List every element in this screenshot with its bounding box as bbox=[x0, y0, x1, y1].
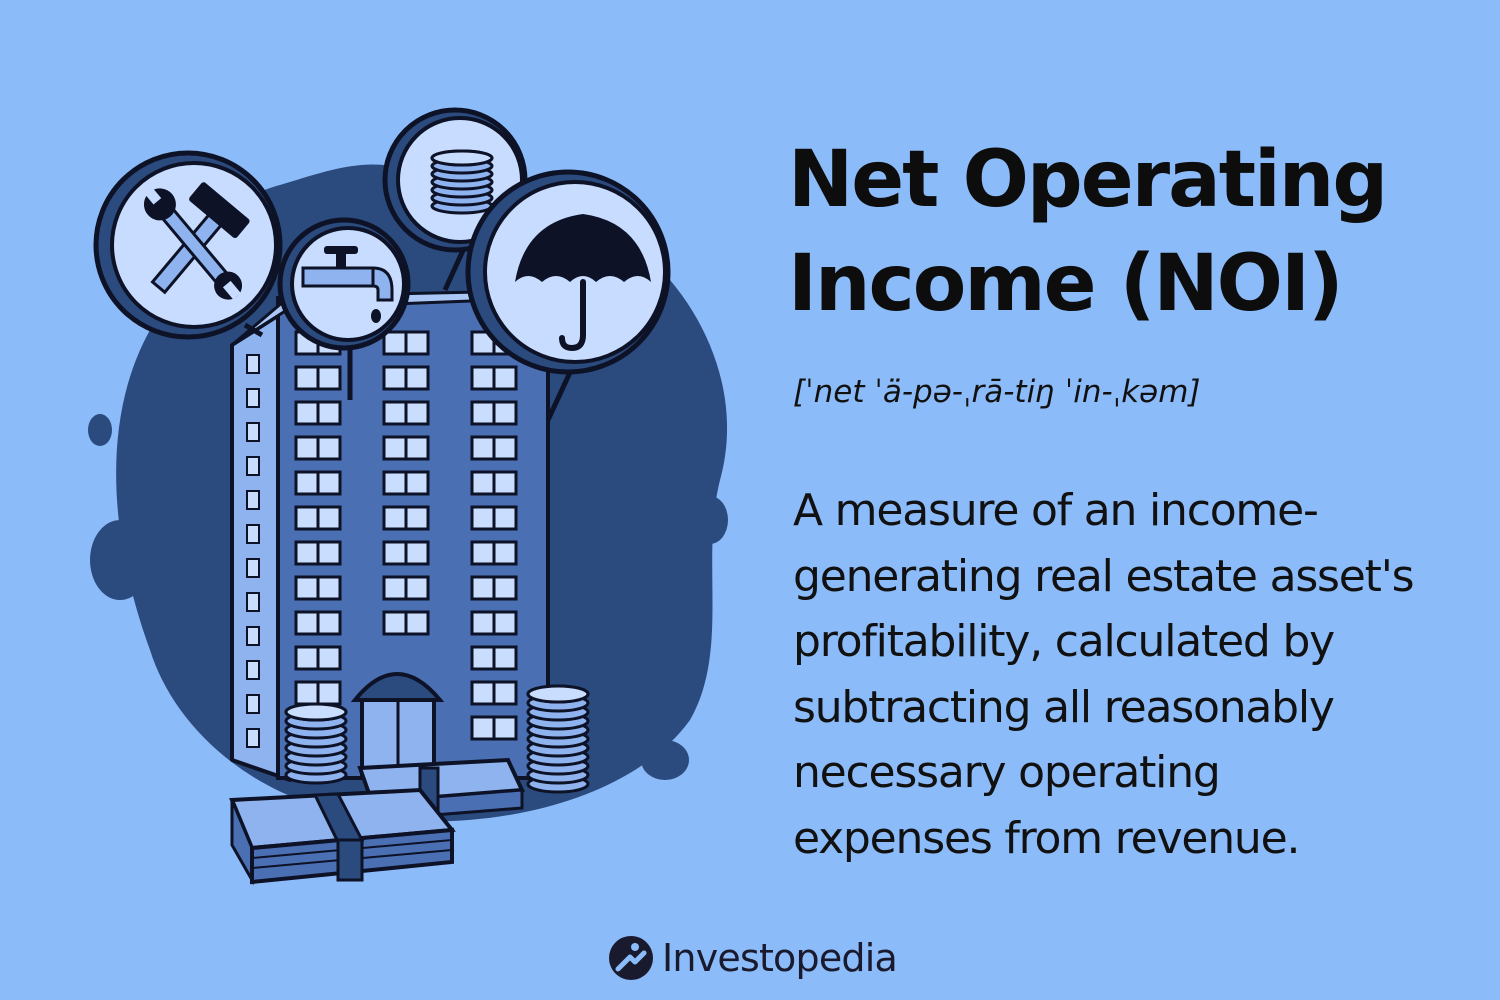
side-window bbox=[246, 422, 260, 442]
brand-name: Investopedia bbox=[662, 936, 898, 980]
window bbox=[294, 470, 342, 496]
side-window bbox=[246, 626, 260, 646]
window bbox=[470, 470, 518, 496]
front-windows bbox=[294, 330, 518, 741]
window bbox=[470, 400, 518, 426]
window bbox=[382, 505, 430, 531]
side-window bbox=[246, 592, 260, 612]
faucet-icon bbox=[277, 217, 411, 351]
blob-spot bbox=[90, 520, 150, 600]
side-window bbox=[246, 490, 260, 510]
blob-spot bbox=[88, 414, 112, 446]
window bbox=[382, 435, 430, 461]
window bbox=[294, 400, 342, 426]
building bbox=[230, 290, 550, 782]
coin-stack-left bbox=[284, 702, 348, 785]
title-line-1: Net Operating bbox=[788, 135, 1388, 225]
pronunciation: [ˈnet ˈä-pə-ˌrā-tiŋ ˈin-ˌkəm] bbox=[793, 374, 1201, 410]
hammer-wrench-icon bbox=[93, 150, 283, 340]
window bbox=[470, 575, 518, 601]
umbrella-icon bbox=[465, 169, 671, 375]
window bbox=[470, 540, 518, 566]
page-title: Net Operating Income (NOI) bbox=[788, 128, 1478, 336]
window bbox=[294, 680, 342, 706]
definition-line: subtracting all reasonably bbox=[793, 681, 1335, 733]
investopedia-logo-icon bbox=[609, 936, 653, 980]
window bbox=[470, 365, 518, 391]
window bbox=[382, 610, 430, 636]
side-window bbox=[246, 558, 260, 578]
side-window bbox=[246, 354, 260, 374]
cash-bundle-front bbox=[229, 787, 456, 886]
window bbox=[382, 470, 430, 496]
window bbox=[382, 575, 430, 601]
definition-text: A measure of an income- generating real … bbox=[793, 478, 1493, 871]
window bbox=[470, 680, 518, 706]
side-window bbox=[246, 388, 260, 408]
window bbox=[470, 610, 518, 636]
window bbox=[294, 610, 342, 636]
side-window bbox=[246, 728, 260, 748]
title-line-2: Income (NOI) bbox=[788, 239, 1344, 329]
side-windows bbox=[246, 354, 260, 748]
brand-footer: Investopedia bbox=[608, 930, 898, 986]
definition-line: expenses from revenue. bbox=[793, 812, 1300, 864]
window bbox=[382, 540, 430, 566]
definition-line: A measure of an income- bbox=[793, 485, 1319, 536]
side-window bbox=[246, 524, 260, 544]
window bbox=[294, 575, 342, 601]
window bbox=[382, 365, 430, 391]
coin-stack-right bbox=[526, 684, 590, 794]
side-window bbox=[246, 694, 260, 714]
definition-line: generating real estate asset's bbox=[793, 550, 1415, 602]
window bbox=[470, 435, 518, 461]
window bbox=[382, 400, 430, 426]
definition-line: necessary operating bbox=[793, 747, 1221, 798]
window bbox=[470, 715, 518, 741]
blob-spot bbox=[692, 496, 728, 544]
side-window bbox=[246, 456, 260, 476]
window bbox=[294, 505, 342, 531]
window bbox=[294, 645, 342, 671]
window bbox=[470, 645, 518, 671]
window bbox=[470, 505, 518, 531]
window bbox=[294, 365, 342, 391]
side-window bbox=[246, 660, 260, 680]
definition-line: profitability, calculated by bbox=[793, 616, 1335, 667]
window bbox=[382, 330, 430, 356]
window bbox=[294, 540, 342, 566]
window bbox=[294, 435, 342, 461]
blob-spot bbox=[641, 740, 689, 780]
noi-illustration bbox=[88, 107, 728, 886]
